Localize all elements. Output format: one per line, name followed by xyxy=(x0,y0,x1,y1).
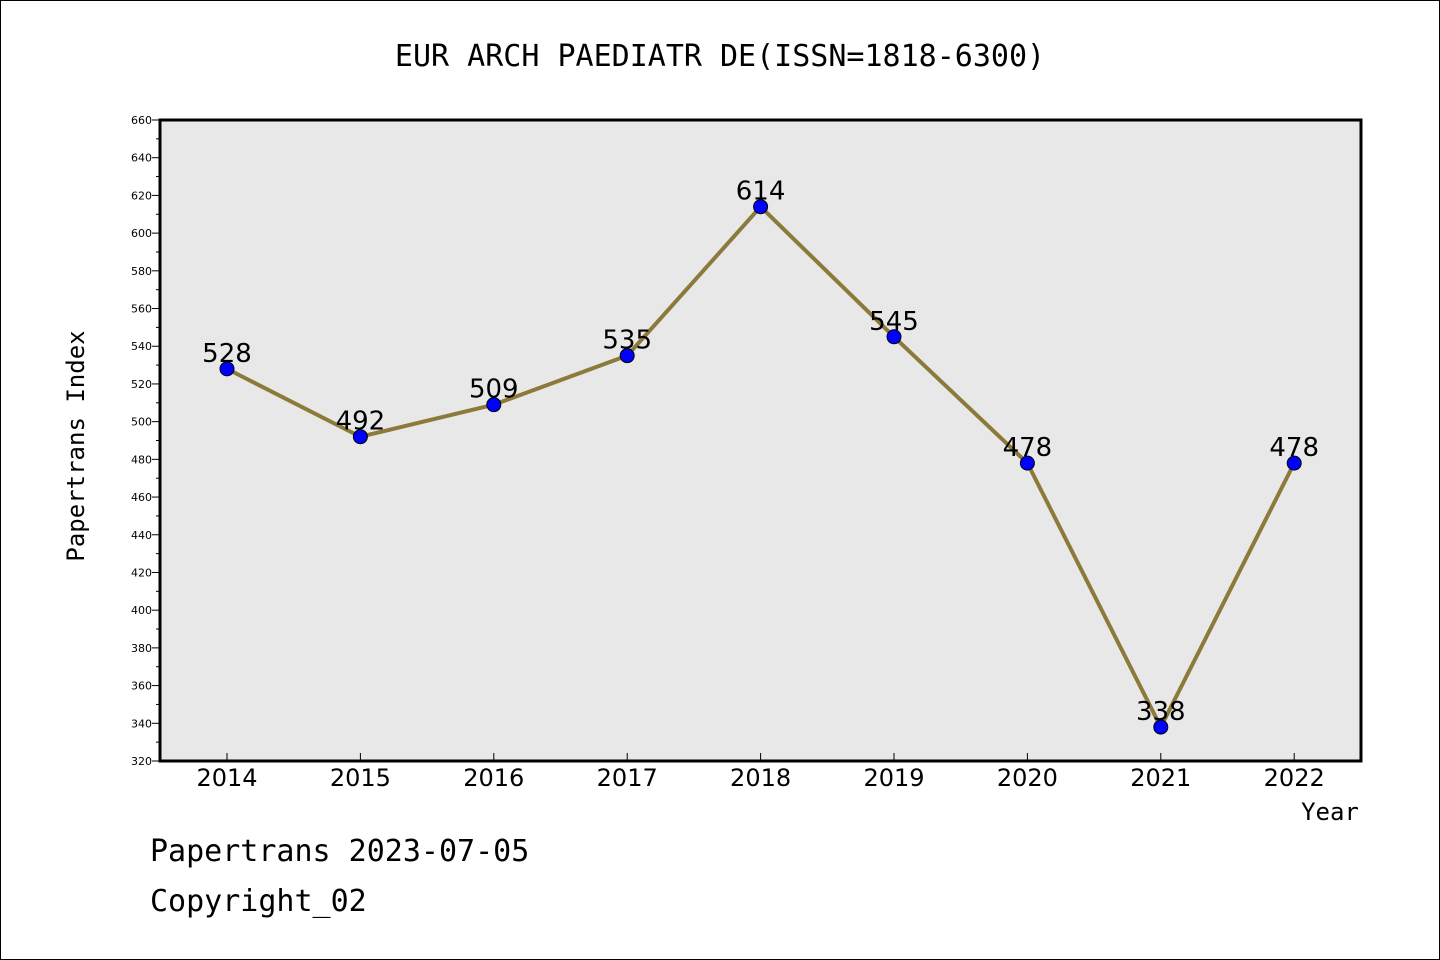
y-tick-label: 560 xyxy=(131,303,152,316)
x-axis: 2014 2015 2016 2017 2018 2019 2020 2021 2022 xyxy=(196,753,1325,792)
data-point xyxy=(1286,455,1302,471)
y-tick-label: 460 xyxy=(131,491,152,504)
data-label: 338 xyxy=(1136,697,1186,727)
y-tick-label: 620 xyxy=(131,189,152,202)
data-labels: 528 492 509 535 614 545 478 338 478 xyxy=(202,177,1319,727)
chart-title: EUR ARCH PAEDIATR DE(ISSN=1818-6300) xyxy=(395,39,1045,74)
y-tick-label: 600 xyxy=(131,227,152,240)
y-axis-label: Papertrans Index xyxy=(62,330,90,561)
y-tick-label: 420 xyxy=(131,566,152,579)
data-label: 478 xyxy=(1269,433,1319,463)
y-tick-label: 480 xyxy=(131,453,152,466)
y-tick-label: 440 xyxy=(131,529,152,542)
data-point xyxy=(486,397,502,413)
series-line xyxy=(219,199,1302,735)
y-tick-label: 500 xyxy=(131,416,152,429)
data-point xyxy=(1019,455,1035,471)
footer-copyright: Copyright_02 xyxy=(150,884,367,919)
data-point xyxy=(619,348,635,364)
x-tick-label: 2017 xyxy=(597,764,658,792)
y-tick-label: 340 xyxy=(131,717,152,730)
data-label: 545 xyxy=(869,307,919,337)
data-label: 492 xyxy=(336,407,386,437)
y-tick-label: 380 xyxy=(131,642,152,655)
y-tick-label: 540 xyxy=(131,340,152,353)
data-label: 528 xyxy=(202,339,252,369)
data-label: 614 xyxy=(736,177,786,207)
x-tick-label: 2021 xyxy=(1130,764,1191,792)
y-tick-label: 520 xyxy=(131,378,152,391)
y-tick-label: 660 xyxy=(131,114,152,127)
y-tick-label: 640 xyxy=(131,152,152,165)
y-tick-label: 360 xyxy=(131,680,152,693)
x-tick-label: 2022 xyxy=(1264,764,1325,792)
data-point xyxy=(1153,719,1169,735)
footer-date: Papertrans 2023-07-05 xyxy=(150,834,530,869)
data-label: 509 xyxy=(469,375,519,405)
data-point xyxy=(352,429,368,445)
x-tick-label: 2016 xyxy=(463,764,524,792)
x-tick-label: 2019 xyxy=(863,764,924,792)
data-point xyxy=(886,329,902,345)
x-tick-label: 2018 xyxy=(730,764,791,792)
x-tick-label: 2014 xyxy=(196,764,257,792)
y-tick-label: 320 xyxy=(131,755,152,768)
x-tick-label: 2020 xyxy=(997,764,1058,792)
data-point xyxy=(219,361,235,377)
y-tick-label: 400 xyxy=(131,604,152,617)
y-tick-label: 580 xyxy=(131,265,152,278)
plot-area xyxy=(158,118,1363,763)
x-axis-label: Year xyxy=(1301,798,1359,826)
x-tick-label: 2015 xyxy=(330,764,391,792)
data-label: 478 xyxy=(1003,433,1053,463)
data-point xyxy=(753,199,769,215)
y-axis: 320 340 360 380 400 420 440 460 480 500 520 540 560 5… xyxy=(131,114,160,768)
data-label: 535 xyxy=(602,326,652,356)
